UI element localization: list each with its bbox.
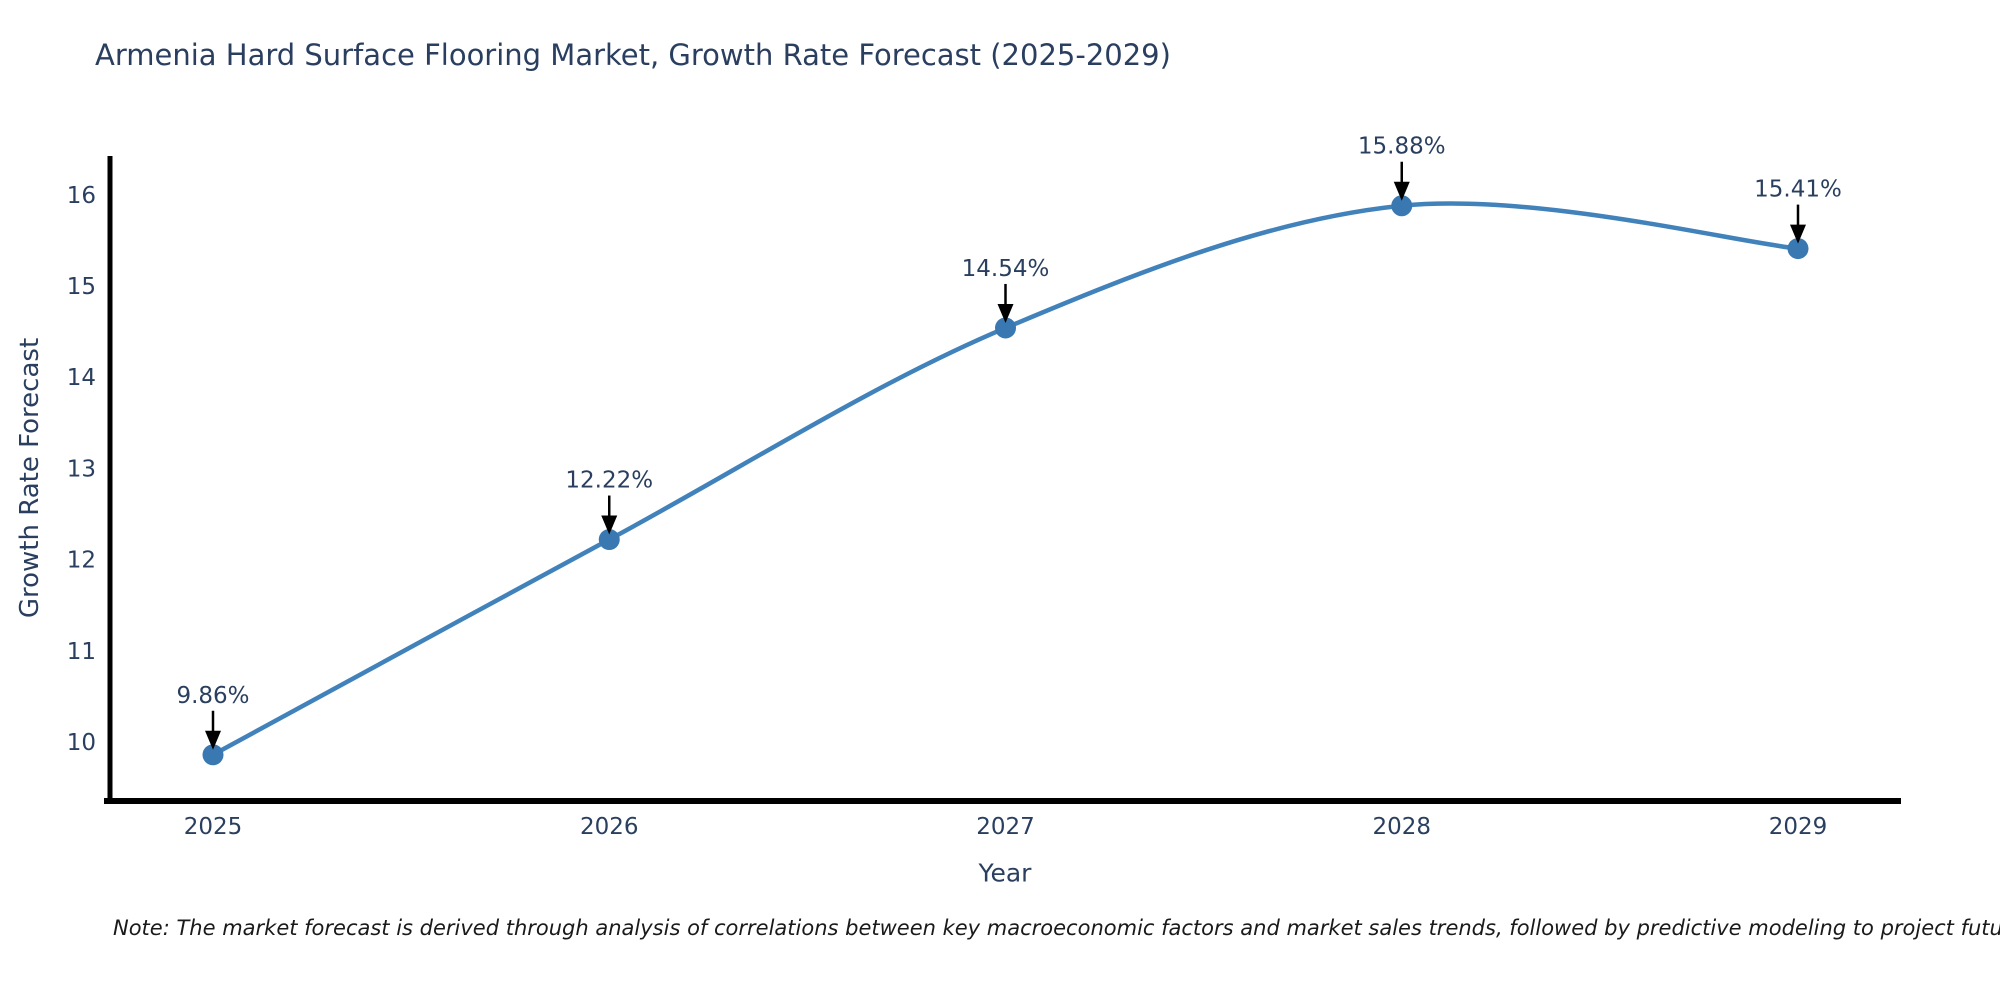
annotation-arrow-head bbox=[1393, 181, 1410, 201]
annotation-label: 15.88% bbox=[1358, 134, 1446, 160]
y-tick-label: 16 bbox=[67, 183, 96, 209]
y-tick-label: 11 bbox=[67, 639, 96, 665]
annotation-arrow-head bbox=[997, 303, 1014, 323]
annotation-label: 9.86% bbox=[176, 683, 249, 709]
x-tick-label: 2026 bbox=[580, 814, 639, 840]
y-axis-title: Growth Rate Forecast bbox=[15, 337, 45, 619]
annotation-arrow-head bbox=[601, 515, 618, 535]
annotation-label: 15.41% bbox=[1754, 177, 1842, 203]
annotation-arrow-head bbox=[1790, 224, 1806, 244]
y-tick-label: 10 bbox=[67, 730, 96, 756]
data-point[interactable] bbox=[1391, 195, 1413, 217]
x-tick-label: 2029 bbox=[1769, 814, 1828, 840]
data-point[interactable] bbox=[1787, 238, 1809, 260]
data-point[interactable] bbox=[995, 317, 1016, 339]
y-tick-label: 12 bbox=[67, 548, 96, 574]
annotation-label: 14.54% bbox=[962, 256, 1050, 282]
y-tick-label: 13 bbox=[67, 456, 96, 482]
x-tick-label: 2028 bbox=[1372, 814, 1431, 840]
x-tick-label: 2027 bbox=[976, 814, 1035, 840]
data-point[interactable] bbox=[598, 529, 620, 551]
x-tick-label: 2025 bbox=[184, 814, 243, 840]
y-tick-label: 15 bbox=[67, 274, 96, 300]
chart-title: Armenia Hard Surface Flooring Market, Gr… bbox=[95, 38, 1171, 72]
footnote: Note: The market forecast is derived thr… bbox=[113, 916, 2000, 940]
y-tick-label: 14 bbox=[67, 365, 96, 391]
annotation-arrow-head bbox=[205, 730, 221, 750]
x-axis-title: Year bbox=[978, 858, 1032, 888]
data-point[interactable] bbox=[202, 744, 224, 766]
annotation-label: 12.22% bbox=[565, 468, 653, 494]
